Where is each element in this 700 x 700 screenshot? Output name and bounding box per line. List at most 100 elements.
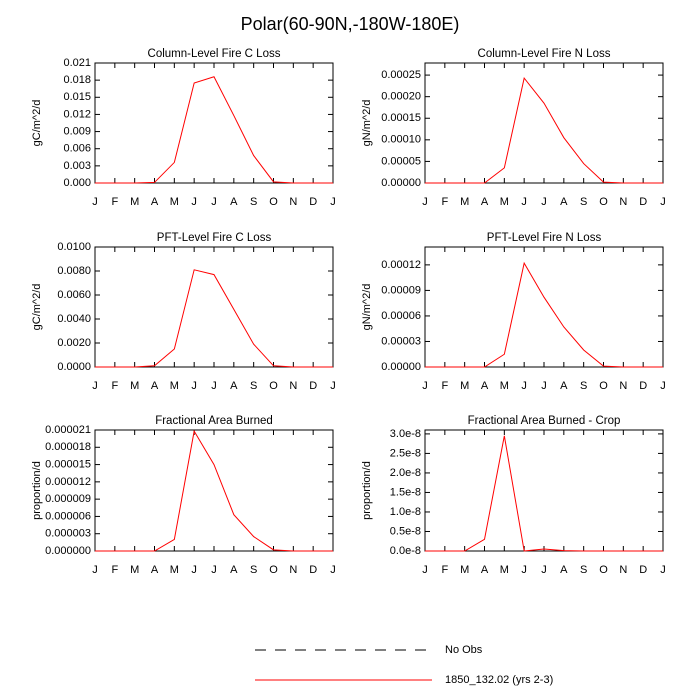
x-tick-label: J — [521, 196, 527, 208]
plot-frame — [94, 429, 334, 552]
x-tick-label: J — [541, 196, 547, 208]
panel-title: Column-Level Fire N Loss — [478, 48, 611, 60]
x-tick-label: N — [289, 380, 297, 392]
data-line — [425, 435, 663, 552]
panel-title: PFT-Level Fire N Loss — [487, 232, 602, 244]
x-tick-label: F — [441, 564, 448, 576]
x-tick-label: A — [481, 196, 489, 208]
panel-title: Column-Level Fire C Loss — [148, 48, 281, 60]
y-tick-label: 0.0040 — [57, 313, 91, 325]
plot-frame — [424, 246, 664, 368]
x-tick-label: J — [541, 564, 547, 576]
x-tick-label: D — [639, 380, 647, 392]
x-tick-label: S — [250, 564, 257, 576]
x-tick-label: O — [269, 564, 278, 576]
y-tick-label: 0.00009 — [381, 284, 421, 296]
y-tick-label: 0.000021 — [45, 424, 91, 436]
y-tick-label: 2.0e-8 — [390, 467, 421, 479]
x-tick-label: J — [330, 196, 336, 208]
legend-label: No Obs — [445, 644, 483, 656]
x-tick-label: J — [92, 196, 98, 208]
x-tick-label: J — [191, 380, 197, 392]
x-tick-label: J — [211, 196, 217, 208]
x-tick-label: J — [521, 380, 527, 392]
plot-frame — [424, 429, 664, 552]
y-axis-label: gN/m^2/d — [361, 284, 373, 331]
x-tick-label: D — [639, 564, 647, 576]
panel-title: Fractional Area Burned — [155, 415, 273, 427]
x-tick-label: S — [250, 380, 257, 392]
x-tick-label: J — [422, 564, 428, 576]
x-tick-label: M — [130, 196, 139, 208]
y-tick-label: 2.5e-8 — [390, 447, 421, 459]
y-tick-label: 1.0e-8 — [390, 506, 421, 518]
x-tick-label: D — [309, 196, 317, 208]
y-tick-label: 0.006 — [63, 143, 91, 155]
x-tick-label: A — [230, 380, 238, 392]
x-tick-label: N — [619, 196, 627, 208]
y-tick-label: 0.000018 — [45, 441, 91, 453]
y-axis-label: gC/m^2/d — [31, 284, 43, 331]
x-tick-label: D — [309, 564, 317, 576]
x-tick-label: J — [660, 196, 666, 208]
x-tick-label: O — [599, 564, 608, 576]
plot-frame — [94, 62, 334, 184]
y-tick-label: 0.0100 — [57, 241, 91, 253]
x-tick-label: J — [330, 380, 336, 392]
x-tick-label: A — [151, 380, 159, 392]
x-tick-label: O — [269, 380, 278, 392]
data-line — [95, 269, 333, 368]
y-tick-label: 0.00005 — [381, 155, 421, 167]
x-tick-label: S — [250, 196, 257, 208]
x-tick-label: A — [151, 196, 159, 208]
x-tick-label: N — [289, 196, 297, 208]
y-tick-label: 3.0e-8 — [390, 428, 421, 440]
y-tick-label: 0.000006 — [45, 510, 91, 522]
x-tick-label: O — [599, 196, 608, 208]
x-tick-label: J — [211, 380, 217, 392]
y-tick-label: 0.00015 — [381, 112, 421, 124]
x-tick-label: D — [639, 196, 647, 208]
x-tick-label: N — [619, 564, 627, 576]
x-tick-label: A — [560, 380, 568, 392]
x-tick-label: J — [330, 564, 336, 576]
y-tick-label: 0.000000 — [45, 545, 91, 557]
x-tick-label: F — [441, 380, 448, 392]
x-tick-label: M — [460, 564, 469, 576]
x-tick-label: J — [521, 564, 527, 576]
y-tick-label: 0.003 — [63, 160, 91, 172]
y-tick-label: 0.015 — [63, 91, 91, 103]
x-tick-label: A — [560, 564, 568, 576]
y-tick-label: 0.000012 — [45, 476, 91, 488]
y-tick-label: 0.0080 — [57, 265, 91, 277]
x-tick-label: A — [151, 564, 159, 576]
x-tick-label: M — [170, 196, 179, 208]
x-tick-label: M — [500, 196, 509, 208]
x-tick-label: J — [92, 564, 98, 576]
y-tick-label: 0.00020 — [381, 91, 421, 103]
data-line — [95, 429, 333, 552]
y-tick-label: 0.00000 — [381, 177, 421, 189]
x-tick-label: M — [130, 564, 139, 576]
x-tick-label: F — [111, 380, 118, 392]
x-tick-label: A — [481, 380, 489, 392]
y-axis-label: gC/m^2/d — [31, 100, 43, 147]
x-tick-label: M — [460, 380, 469, 392]
x-tick-label: S — [580, 380, 587, 392]
x-tick-label: J — [422, 380, 428, 392]
y-tick-label: 0.000009 — [45, 493, 91, 505]
x-tick-label: J — [191, 564, 197, 576]
x-tick-label: J — [541, 380, 547, 392]
x-tick-label: M — [170, 380, 179, 392]
x-tick-label: J — [660, 564, 666, 576]
y-axis-label: gN/m^2/d — [361, 100, 373, 147]
x-tick-label: S — [580, 196, 587, 208]
x-tick-label: M — [460, 196, 469, 208]
x-tick-label: F — [111, 564, 118, 576]
x-tick-label: A — [481, 564, 489, 576]
legend-label: 1850_132.02 (yrs 2-3) — [445, 674, 553, 686]
y-tick-label: 0.00025 — [381, 69, 421, 81]
y-tick-label: 0.0020 — [57, 337, 91, 349]
x-tick-label: A — [230, 196, 238, 208]
y-tick-label: 0.021 — [63, 57, 91, 69]
